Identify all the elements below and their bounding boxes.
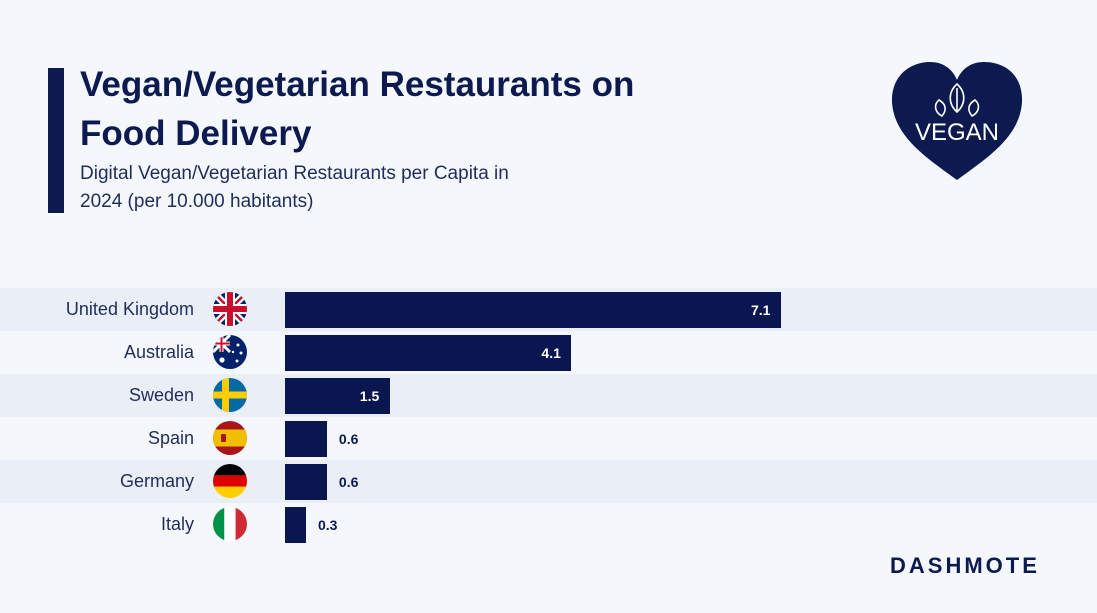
badge-text: VEGAN (915, 119, 999, 146)
category-label-sweden: Sweden (128, 385, 194, 405)
value-label-italy: 0.3 (317, 516, 338, 533)
category-label-germany: Germany (119, 471, 194, 491)
value-label-sweden: 1.5 (359, 387, 380, 404)
page-subtitle: Digital Vegan/Vegetarian Restaurants per… (80, 163, 509, 212)
page-title: Vegan/Vegetarian Restaurants on Food Del… (80, 65, 635, 153)
bar-germany (285, 463, 327, 500)
category-label-italy: Italy (160, 514, 194, 534)
bar-spain (285, 420, 327, 457)
row-band (0, 460, 1097, 503)
category-label-spain: Spain (147, 428, 194, 448)
row-band (0, 374, 1097, 417)
germany-flag-icon (213, 464, 247, 498)
value-label-united-kingdom: 7.1 (751, 301, 771, 318)
value-label-australia: 4.1 (541, 344, 561, 361)
bar-united-kingdom (285, 291, 781, 328)
vegan-heart-badge: VEGAN (891, 62, 1023, 180)
bar-sweden (285, 377, 390, 414)
bar-italy (285, 506, 306, 543)
value-label-germany: 0.6 (338, 473, 359, 490)
australia-flag-icon (213, 335, 247, 369)
heart-icon (891, 62, 1023, 180)
sweden-flag-icon (213, 378, 247, 412)
value-label-spain: 0.6 (338, 430, 359, 447)
italy-flag-icon (213, 507, 247, 541)
uk-flag-icon (213, 292, 247, 326)
title-accent-bar (48, 68, 64, 213)
leaf-icon (934, 82, 980, 117)
dashmote-logo: DASHMOTE (890, 553, 1040, 578)
category-label-australia: Australia (123, 342, 194, 362)
bar-australia (285, 334, 572, 371)
spain-flag-icon (213, 421, 247, 455)
category-label-united-kingdom: United Kingdom (65, 299, 194, 319)
